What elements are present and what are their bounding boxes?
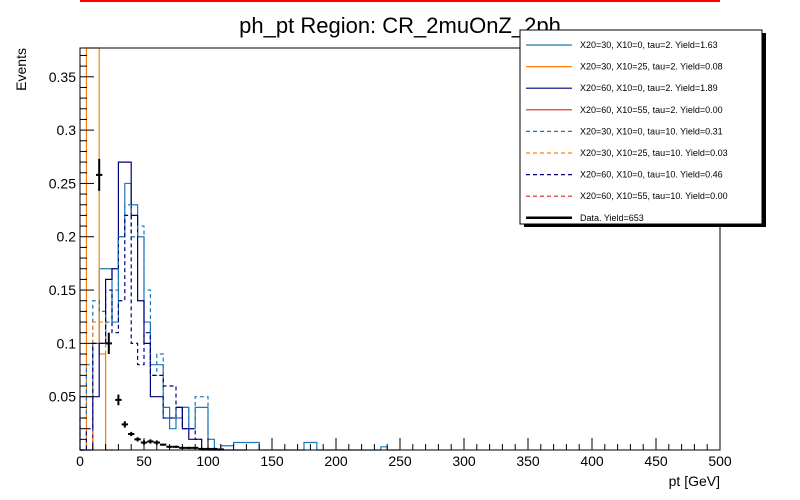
y-axis: 0.05 0.1 0.15 0.2 0.25 0.3 0.35	[49, 54, 94, 440]
series-layer	[79, 47, 400, 451]
legend-label: X20=30, X10=25, tau=2. Yield=0.08	[580, 62, 723, 72]
x-axis: 0 50 100 150 200 250 300 350 400 450 500	[76, 438, 732, 469]
data-point	[96, 158, 103, 191]
legend-entry: X20=30, X10=0, tau=2. Yield=1.63	[526, 40, 718, 50]
x-tick-label: 50	[136, 453, 152, 469]
x-tick-label: 250	[388, 453, 412, 469]
data-point	[172, 445, 180, 448]
histogram-series-0	[79, 182, 400, 451]
x-tick-label: 450	[644, 453, 668, 469]
legend-box	[519, 29, 763, 225]
y-axis-label: Events	[13, 48, 29, 91]
x-tick-label: 150	[260, 453, 284, 469]
y-tick-label: 0.3	[57, 122, 77, 138]
x-tick-label: 100	[196, 453, 220, 469]
legend-label: X20=60, X10=55, tau=10. Yield=0.00	[580, 191, 728, 201]
x-tick-label: 500	[708, 453, 732, 469]
y-tick-label: 0.15	[49, 282, 76, 298]
legend-label: X20=60, X10=0, tau=2. Yield=1.89	[580, 83, 718, 93]
data-point	[134, 437, 141, 442]
x-axis-label: pt [GeV]	[669, 473, 720, 489]
data-point	[128, 431, 135, 437]
legend-entry: X20=60, X10=0, tau=10. Yield=0.46	[526, 170, 723, 180]
y-tick-label: 0.35	[49, 69, 76, 85]
legend-label: X20=30, X10=0, tau=2. Yield=1.63	[580, 40, 718, 50]
data-point	[105, 332, 112, 355]
x-tick-label: 200	[324, 453, 348, 469]
data-point	[147, 439, 154, 444]
x-tick-label: 0	[76, 453, 84, 469]
x-tick-label: 350	[516, 453, 540, 469]
data-point	[185, 446, 192, 449]
data-point	[160, 443, 167, 446]
legend-label: X20=60, X10=0, tau=10. Yield=0.46	[580, 170, 723, 180]
legend-entry: X20=60, X10=55, tau=2. Yield=0.00	[526, 105, 723, 115]
legend-label: X20=30, X10=0, tau=10. Yield=0.31	[580, 126, 723, 136]
legend-entries: X20=30, X10=0, tau=2. Yield=1.63 X20=30, …	[526, 40, 728, 223]
histogram-series-6	[80, 214, 203, 451]
legend: X20=30, X10=0, tau=2. Yield=1.63 X20=30, …	[519, 29, 766, 227]
data-point	[153, 440, 160, 445]
chart-title: ph_pt Region: CR_2muOnZ_2ph	[239, 13, 561, 38]
y-tick-label: 0.25	[49, 175, 76, 191]
legend-label: X20=60, X10=55, tau=2. Yield=0.00	[580, 105, 723, 115]
legend-label: Data. Yield=653	[580, 213, 644, 223]
data-points-layer	[96, 158, 224, 451]
legend-entry: X20=60, X10=55, tau=10. Yield=0.00	[526, 191, 728, 201]
legend-entry: Data. Yield=653	[526, 213, 644, 223]
y-tick-label: 0.1	[57, 335, 77, 351]
data-point	[121, 421, 128, 428]
y-tick-label: 0.05	[49, 389, 76, 405]
legend-entry: X20=60, X10=0, tau=2. Yield=1.89	[526, 83, 718, 93]
legend-entry: X20=30, X10=0, tau=10. Yield=0.31	[526, 126, 723, 136]
legend-entry: X20=30, X10=25, tau=2. Yield=0.08	[526, 62, 723, 72]
x-tick-label: 400	[580, 453, 604, 469]
y-tick-label: 0.2	[57, 229, 77, 245]
x-tick-label: 300	[452, 453, 476, 469]
data-point	[115, 394, 122, 406]
histogram-series-4	[79, 204, 215, 451]
legend-entry: X20=30, X10=25, tau=10. Yield=0.03	[526, 148, 728, 158]
legend-label: X20=30, X10=25, tau=10. Yield=0.03	[580, 148, 728, 158]
